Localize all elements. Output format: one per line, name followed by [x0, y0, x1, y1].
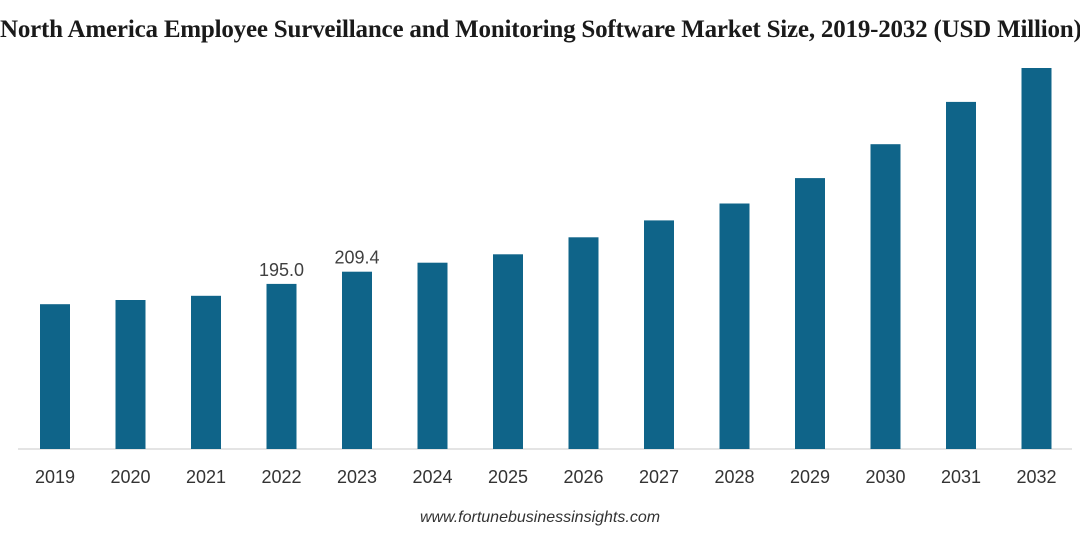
x-tick-label-2023: 2023 — [337, 467, 377, 487]
bar-2020 — [115, 300, 146, 449]
bar-2021 — [191, 295, 221, 449]
x-tick-label-2032: 2032 — [1016, 467, 1056, 487]
bar-2029 — [795, 178, 825, 449]
data-label-2022: 195.0 — [259, 260, 304, 280]
bar-2019 — [40, 304, 70, 449]
x-tick-label-2026: 2026 — [563, 467, 603, 487]
bar-2025 — [493, 254, 523, 449]
x-tick-label-2021: 2021 — [186, 467, 226, 487]
data-label-2023: 209.4 — [334, 248, 379, 268]
bar-2022 — [266, 283, 297, 449]
x-tick-label-2028: 2028 — [714, 467, 754, 487]
bar-2031 — [946, 101, 976, 450]
bar-2027 — [644, 220, 674, 449]
bar-2023 — [342, 271, 372, 449]
x-tick-label-2019: 2019 — [35, 467, 75, 487]
x-tick-label-2029: 2029 — [790, 467, 830, 487]
data-labels-layer: 195.0 209.4 — [259, 248, 380, 280]
x-tick-label-2022: 2022 — [261, 467, 301, 487]
x-tick-label-2027: 2027 — [639, 467, 679, 487]
bar-2032 — [1021, 68, 1052, 449]
chart-title: North America Employee Surveillance and … — [0, 16, 1080, 43]
x-tick-label-2024: 2024 — [412, 467, 452, 487]
x-tick-label-2030: 2030 — [865, 467, 905, 487]
x-tick-labels-layer: 2019 2020 2021 2022 2023 2024 2025 2026 2027 2028… — [35, 467, 1057, 487]
bar-2028 — [719, 203, 750, 449]
x-tick-label-2031: 2031 — [941, 467, 981, 487]
x-tick-label-2025: 2025 — [488, 467, 528, 487]
bars-layer — [40, 68, 1052, 450]
bar-2026 — [568, 237, 599, 449]
bar-2024 — [417, 262, 448, 449]
source-text: www.fortunebusinessinsights.com — [419, 509, 661, 526]
bar-2030 — [870, 144, 901, 449]
x-tick-label-2020: 2020 — [110, 467, 150, 487]
